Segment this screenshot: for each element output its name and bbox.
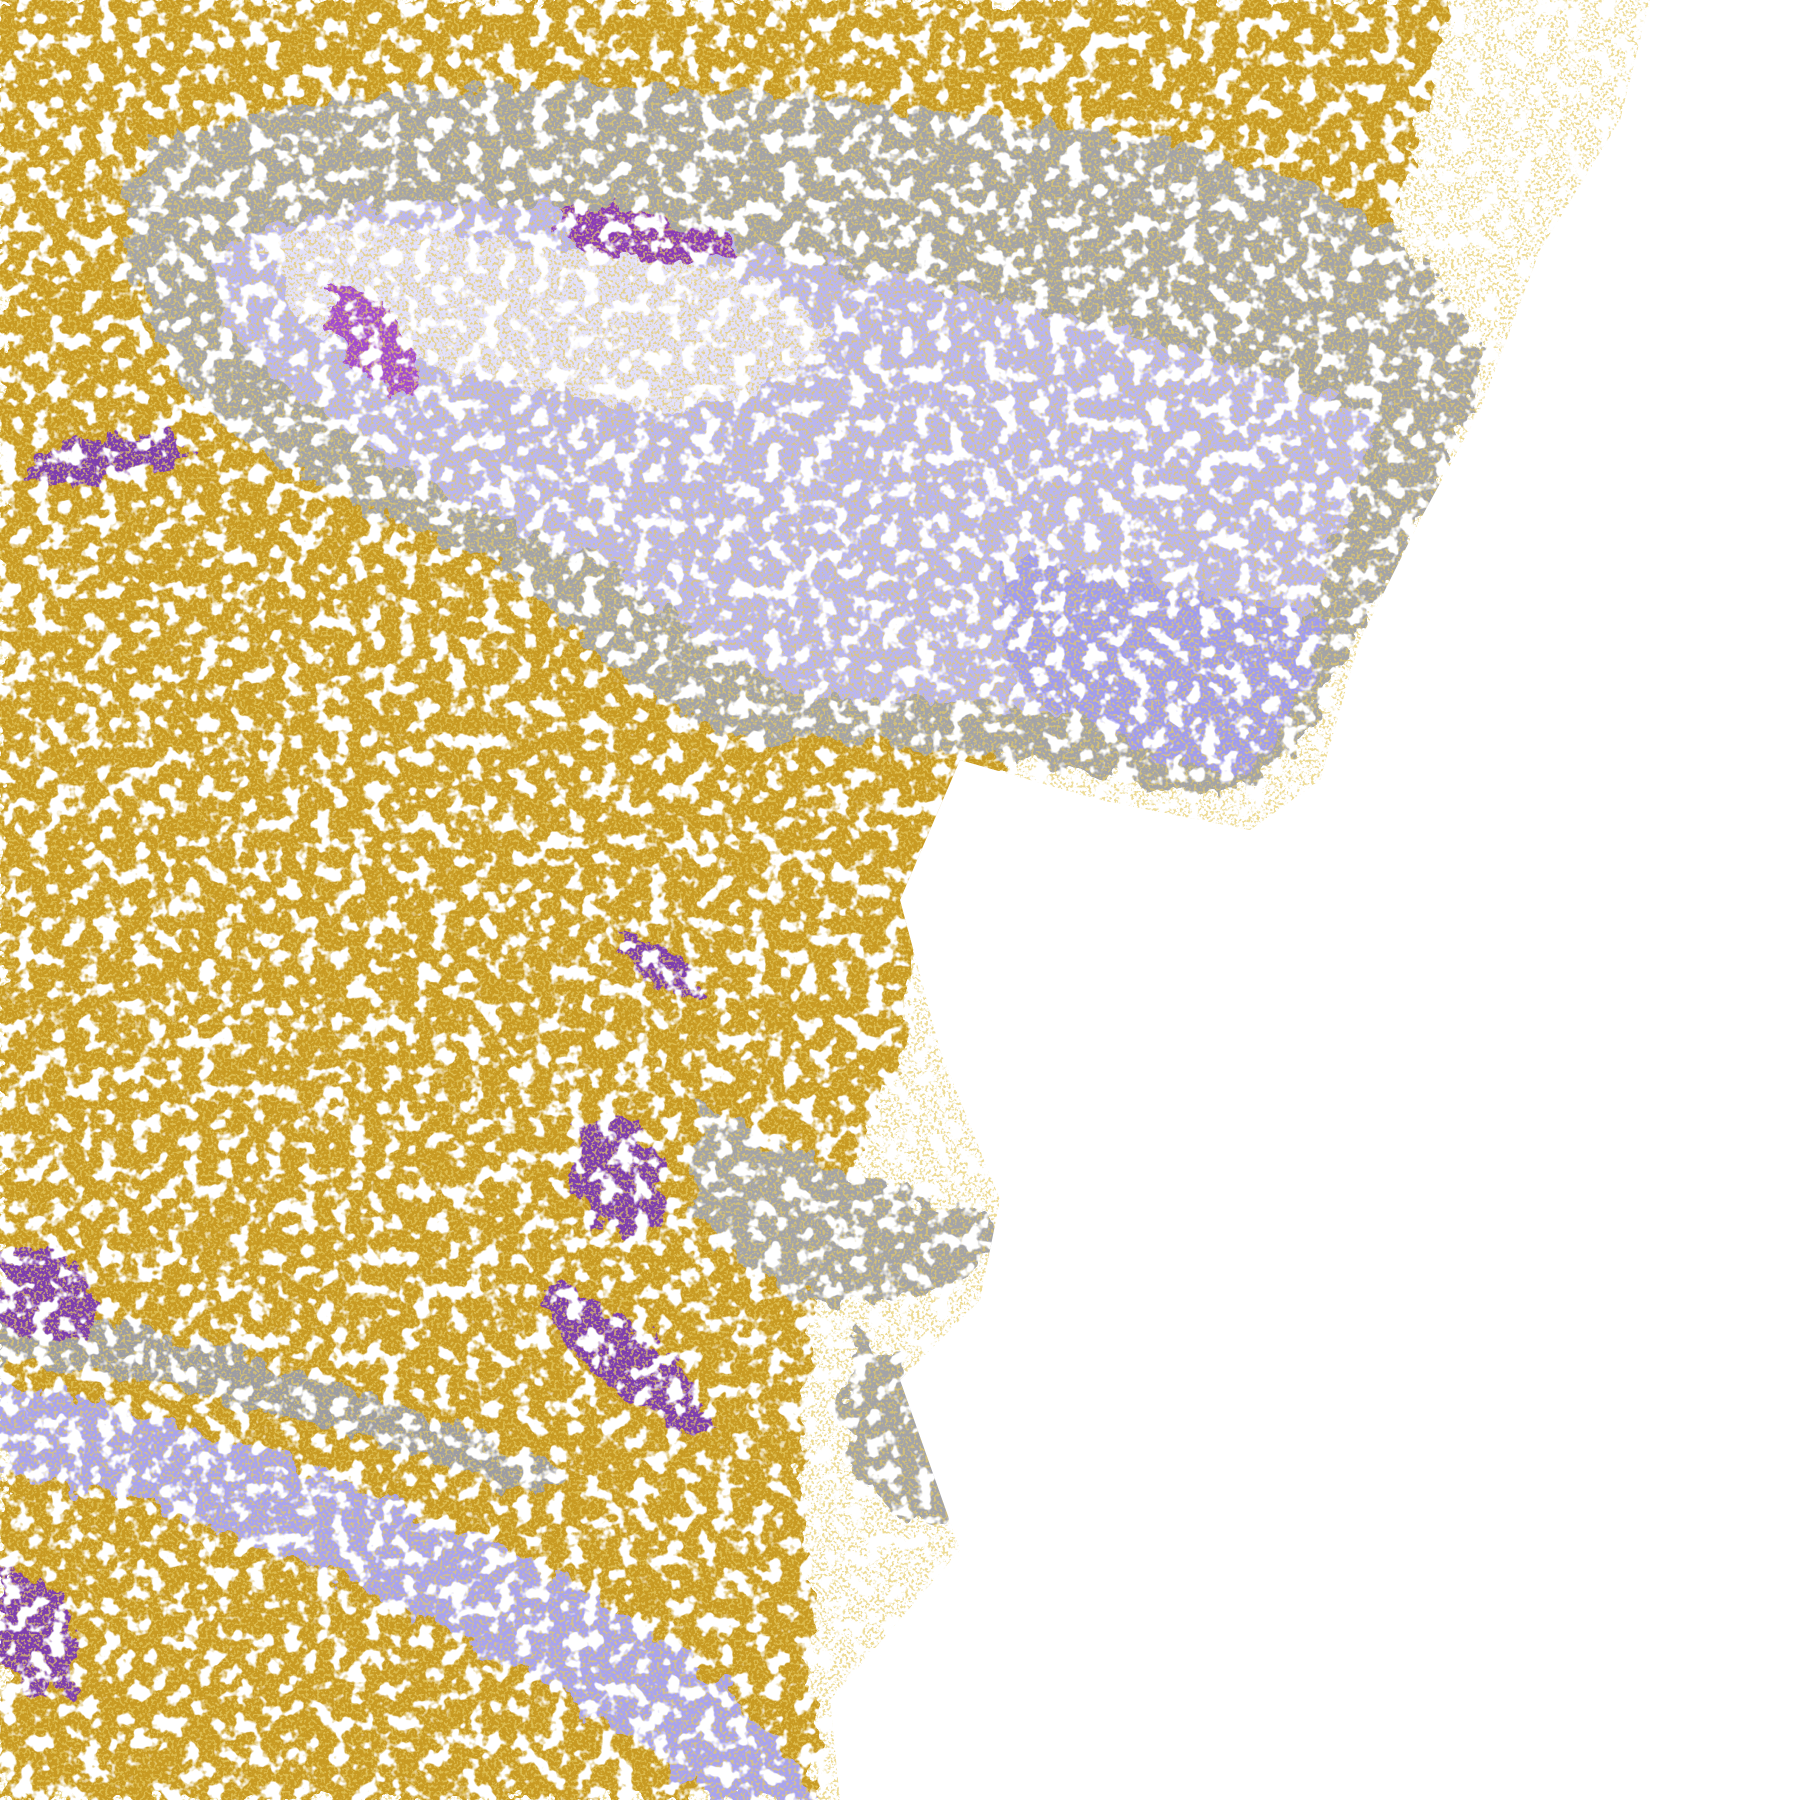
page [0, 0, 1650, 1800]
satellite-map [0, 0, 1650, 1800]
